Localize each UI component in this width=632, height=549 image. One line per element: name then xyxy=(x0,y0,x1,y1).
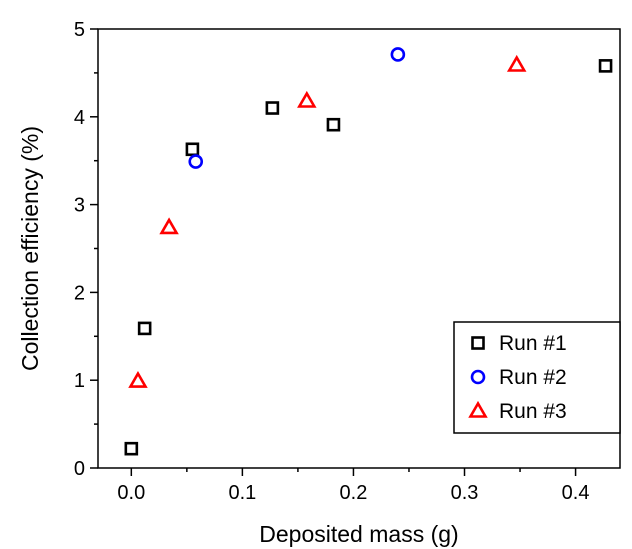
legend-marker xyxy=(468,400,488,418)
axis-ticks: 0.0 0.1 0.2 0.3 0.4 0 1 2 3 4 5 xyxy=(74,19,590,504)
series-2 xyxy=(188,47,406,169)
y-tick-label: 0 xyxy=(74,458,85,480)
data-point xyxy=(188,154,204,169)
data-point xyxy=(185,142,200,157)
data-point xyxy=(598,59,613,73)
data-point xyxy=(265,101,280,115)
x-tick-label: 0.0 xyxy=(117,482,145,504)
y-tick-label: 4 xyxy=(74,107,85,129)
legend-marker xyxy=(470,369,486,385)
data-points xyxy=(124,47,613,456)
data-point xyxy=(128,370,148,388)
data-point xyxy=(137,321,152,336)
data-point xyxy=(326,117,341,132)
legend-box xyxy=(453,321,621,434)
data-point xyxy=(124,441,139,456)
data-point xyxy=(159,217,179,235)
series-3 xyxy=(128,54,527,388)
x-tick-label: 0.3 xyxy=(451,482,479,504)
y-axis-title: Collection efficiency (%) xyxy=(17,126,43,371)
x-tick-label: 0.2 xyxy=(340,482,368,504)
data-point xyxy=(297,90,317,108)
legend-label: Run #2 xyxy=(499,366,567,389)
x-tick-label: 0.1 xyxy=(228,482,256,504)
legend-label: Run #3 xyxy=(499,400,567,423)
legend-marker xyxy=(471,336,485,350)
y-tick-label: 3 xyxy=(74,195,85,217)
legend-label: Run #1 xyxy=(499,332,567,355)
legend: Run #1 Run #2 Run #3 xyxy=(453,321,621,434)
x-tick-label: 0.4 xyxy=(562,482,590,504)
series-1 xyxy=(124,59,613,456)
y-tick-label: 5 xyxy=(74,19,85,41)
data-point xyxy=(390,47,406,62)
y-tick-label: 2 xyxy=(74,282,85,304)
data-point xyxy=(506,54,527,72)
y-tick-label: 1 xyxy=(74,370,85,392)
x-axis-title: Deposited mass (g) xyxy=(259,521,458,547)
